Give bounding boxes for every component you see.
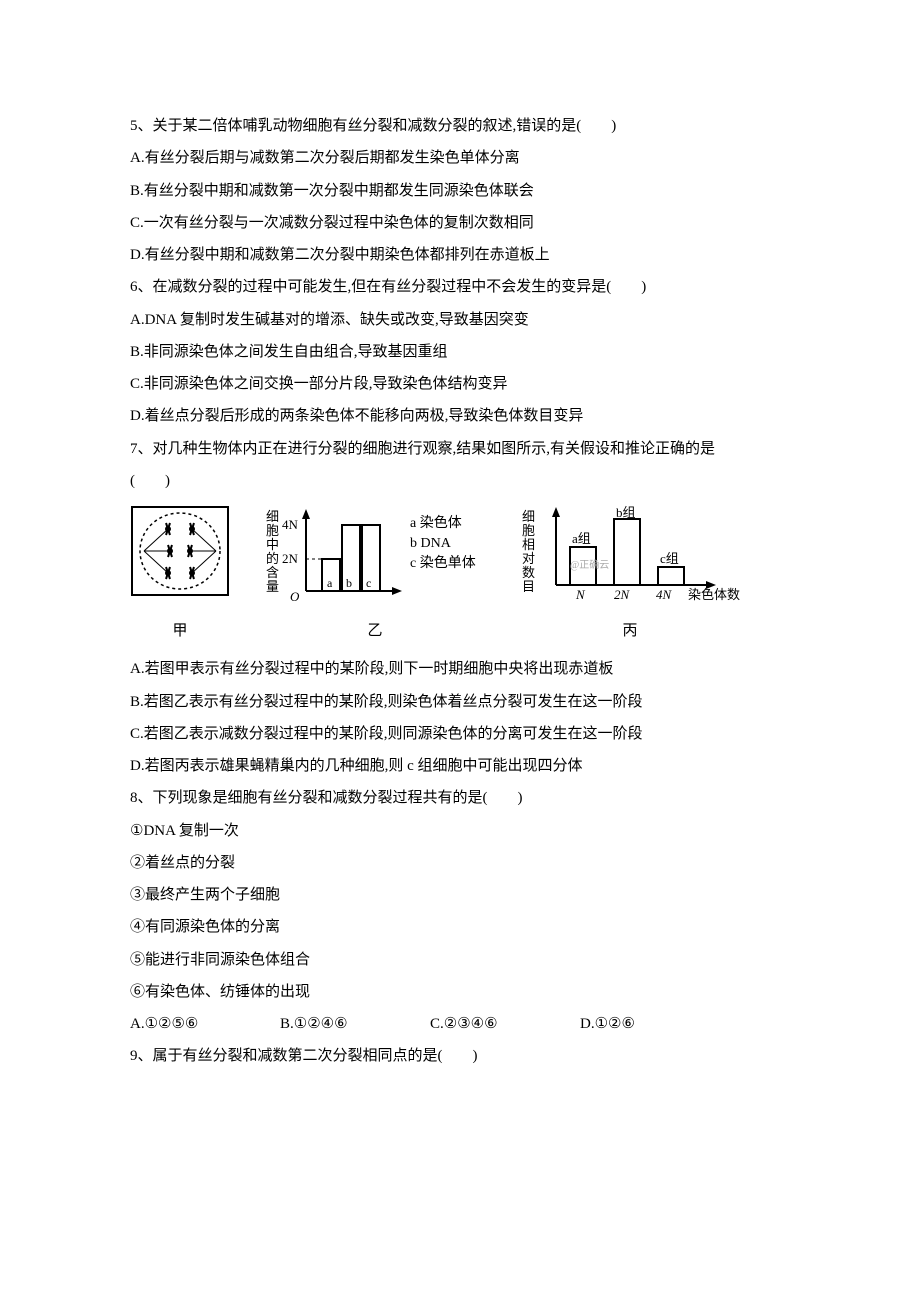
q8-option-c: C.②③④⑥ <box>430 1008 560 1040</box>
q6-option-b: B.非同源染色体之间发生自由组合,导致基因重组 <box>130 336 790 368</box>
ytick-o: O <box>290 589 300 604</box>
q7-figures: 细 胞 中 的 含 量 4N 2N O <box>130 505 790 609</box>
svg-text:中: 中 <box>266 537 279 552</box>
q8-item-3: ③最终产生两个子细胞 <box>130 879 790 911</box>
caption-yi: 乙 <box>260 615 490 647</box>
svg-text:对: 对 <box>522 551 535 566</box>
figure-yi: 细 胞 中 的 含 量 4N 2N O <box>260 505 490 609</box>
label-b-group: b组 <box>616 505 636 520</box>
q5-option-a: A.有丝分裂后期与减数第二次分裂后期都发生染色单体分离 <box>130 142 790 174</box>
q7-option-d: D.若图丙表示雄果蝇精巢内的几种细胞,则 c 组细胞中可能出现四分体 <box>130 750 790 782</box>
label-c-group: c组 <box>660 551 679 566</box>
svg-text:目: 目 <box>522 579 535 594</box>
q8-item-1: ①DNA 复制一次 <box>130 815 790 847</box>
q6-stem: 6、在减数分裂的过程中可能发生,但在有丝分裂过程中不会发生的变异是( ) <box>130 271 790 303</box>
svg-text:数: 数 <box>522 565 535 580</box>
bar-chart-yi: 细 胞 中 的 含 量 4N 2N O <box>260 505 490 605</box>
svg-text:细: 细 <box>522 509 535 524</box>
q7-option-b: B.若图乙表示有丝分裂过程中的某阶段,则染色体着丝点分裂可发生在这一阶段 <box>130 686 790 718</box>
q8-option-b: B.①②④⑥ <box>280 1008 410 1040</box>
q6-option-c: C.非同源染色体之间交换一部分片段,导致染色体结构变异 <box>130 368 790 400</box>
q5-option-d: D.有丝分裂中期和减数第二次分裂中期染色体都排列在赤道板上 <box>130 239 790 271</box>
q9-stem: 9、属于有丝分裂和减数第二次分裂相同点的是( ) <box>130 1040 790 1072</box>
ytick-4n: 4N <box>282 517 299 532</box>
q5-option-b: B.有丝分裂中期和减数第一次分裂中期都发生同源染色体联会 <box>130 175 790 207</box>
q8-item-6: ⑥有染色体、纺锤体的出现 <box>130 976 790 1008</box>
svg-text:细: 细 <box>266 509 279 524</box>
caption-bing: 丙 <box>520 615 740 647</box>
q8-item-2: ②着丝点的分裂 <box>130 847 790 879</box>
q6-option-a: A.DNA 复制时发生碱基对的增添、缺失或改变,导致基因突变 <box>130 304 790 336</box>
q7-option-a: A.若图甲表示有丝分裂过程中的某阶段,则下一时期细胞中央将出现赤道板 <box>130 653 790 685</box>
q7-option-c: C.若图乙表示减数分裂过程中的某阶段,则同源染色体的分离可发生在这一阶段 <box>130 718 790 750</box>
q7-figure-captions: 甲 乙 丙 <box>130 615 790 647</box>
svg-text:c: c <box>366 576 371 590</box>
svg-text:相: 相 <box>522 537 535 552</box>
legend-b: b DNA <box>410 536 452 551</box>
legend-a: a 染色体 <box>410 514 462 531</box>
bar-chart-bing: 细 胞 相 对 数 目 a组 b组 c组 N 2N <box>520 505 740 605</box>
q6-option-d: D.着丝点分裂后形成的两条染色体不能移向两极,导致染色体数目变异 <box>130 400 790 432</box>
caption-jia: 甲 <box>130 615 230 647</box>
xlabel-bing: 染色体数 <box>688 587 740 602</box>
xtick-n: N <box>575 587 586 602</box>
figure-bing: 细 胞 相 对 数 目 a组 b组 c组 N 2N <box>520 505 740 609</box>
cell-diagram-icon <box>130 505 230 597</box>
svg-text:b: b <box>346 576 352 590</box>
xtick-4n: 4N <box>656 587 673 602</box>
ytick-2n: 2N <box>282 551 299 566</box>
q8-option-a: A.①②⑤⑥ <box>130 1008 260 1040</box>
q8-option-d: D.①②⑥ <box>580 1008 710 1040</box>
figure-jia <box>130 505 230 601</box>
label-a-group: a组 <box>572 531 591 546</box>
q5-option-c: C.一次有丝分裂与一次减数分裂过程中染色体的复制次数相同 <box>130 207 790 239</box>
q8-stem: 8、下列现象是细胞有丝分裂和减数分裂过程共有的是( ) <box>130 782 790 814</box>
q8-item-4: ④有同源染色体的分离 <box>130 911 790 943</box>
xtick-2n: 2N <box>614 587 631 602</box>
svg-text:胞: 胞 <box>266 523 279 538</box>
legend-c: c 染色单体 <box>410 554 476 571</box>
svg-text:a: a <box>327 576 333 590</box>
q7-stem-2: ( ) <box>130 465 790 497</box>
svg-text:量: 量 <box>266 579 279 594</box>
svg-text:胞: 胞 <box>522 523 535 538</box>
q5-stem: 5、关于某二倍体哺乳动物细胞有丝分裂和减数分裂的叙述,错误的是( ) <box>130 110 790 142</box>
q8-options-row: A.①②⑤⑥ B.①②④⑥ C.②③④⑥ D.①②⑥ <box>130 1008 790 1040</box>
svg-text:含: 含 <box>266 565 279 580</box>
svg-text:的: 的 <box>266 551 279 566</box>
q7-stem: 7、对几种生物体内正在进行分裂的细胞进行观察,结果如图所示,有关假设和推论正确的… <box>130 433 790 465</box>
q8-item-5: ⑤能进行非同源染色体组合 <box>130 944 790 976</box>
